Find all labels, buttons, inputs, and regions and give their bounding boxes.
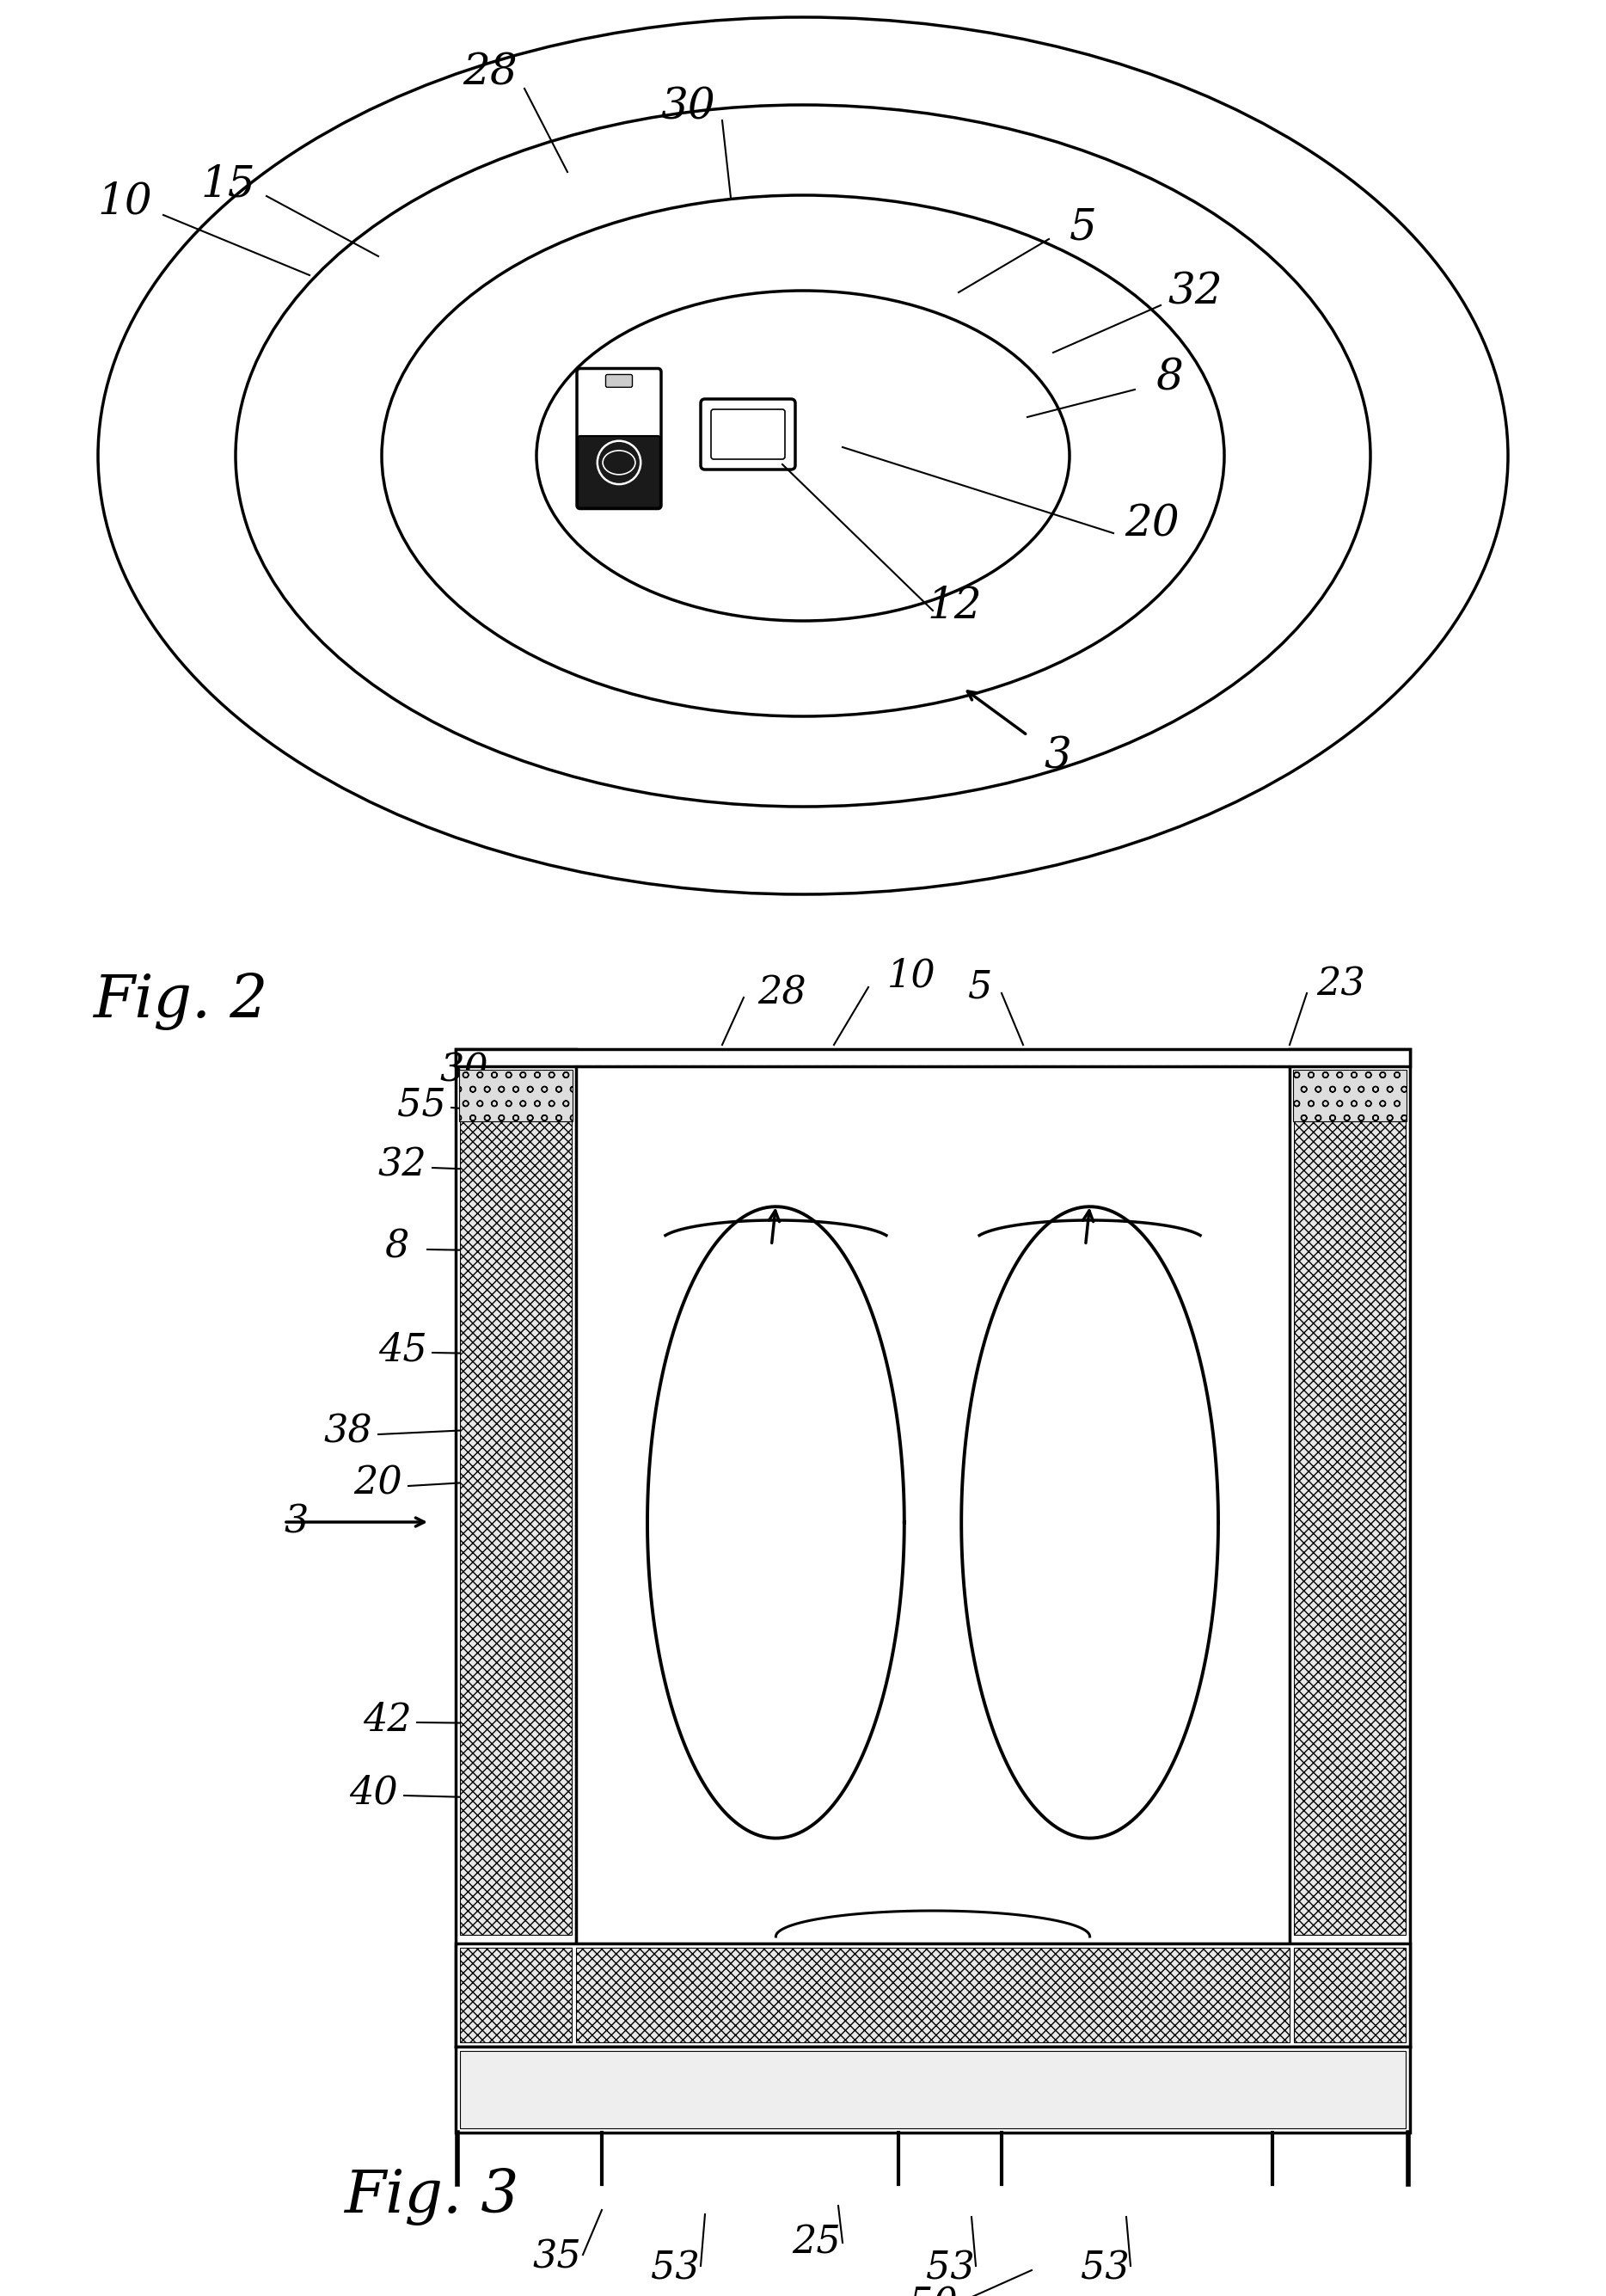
Text: 30: 30 <box>440 1052 488 1088</box>
Text: 53: 53 <box>650 2250 699 2287</box>
Text: 32: 32 <box>1168 271 1222 315</box>
Bar <box>459 1084 572 1936</box>
Text: 5: 5 <box>1070 207 1097 250</box>
Text: 50: 50 <box>909 2287 957 2296</box>
Text: Fig. 3: Fig. 3 <box>344 2167 519 2225</box>
Text: 28: 28 <box>463 53 517 94</box>
Text: 5: 5 <box>968 969 993 1006</box>
FancyBboxPatch shape <box>577 367 662 510</box>
Bar <box>456 2046 1410 2133</box>
Text: 10: 10 <box>887 957 936 994</box>
Text: 10: 10 <box>98 181 153 223</box>
Bar <box>456 1942 1410 2046</box>
Text: 53: 53 <box>1081 2250 1129 2287</box>
Text: 40: 40 <box>350 1775 398 1812</box>
Text: 3: 3 <box>1044 735 1071 778</box>
Text: 32: 32 <box>377 1146 427 1185</box>
Bar <box>459 2050 1405 2128</box>
Bar <box>459 1947 572 2043</box>
Text: 35: 35 <box>533 2239 581 2275</box>
Text: 20: 20 <box>1124 503 1179 546</box>
Text: 28: 28 <box>758 974 806 1013</box>
Bar <box>456 1049 577 2046</box>
Text: Fig. 2: Fig. 2 <box>93 974 268 1031</box>
FancyBboxPatch shape <box>578 436 660 507</box>
Text: 53: 53 <box>925 2250 975 2287</box>
Text: 30: 30 <box>660 87 715 129</box>
Text: 8: 8 <box>385 1228 410 1265</box>
Text: 15: 15 <box>201 163 255 207</box>
Text: 25: 25 <box>792 2225 842 2262</box>
Text: 45: 45 <box>377 1332 427 1368</box>
Text: 23: 23 <box>1317 967 1365 1003</box>
Bar <box>1294 1084 1405 1936</box>
FancyBboxPatch shape <box>711 409 785 459</box>
Text: 3: 3 <box>284 1504 308 1541</box>
Bar <box>459 1070 573 1120</box>
Bar <box>1294 1947 1405 2043</box>
Bar <box>456 1049 1410 1065</box>
Bar <box>577 1947 1290 2043</box>
Bar <box>1290 1049 1410 2046</box>
Text: 12: 12 <box>927 585 981 627</box>
FancyBboxPatch shape <box>700 400 795 468</box>
Text: 8: 8 <box>1156 358 1184 400</box>
Bar <box>1293 1070 1407 1120</box>
Text: 38: 38 <box>324 1414 373 1451</box>
Text: 42: 42 <box>363 1701 411 1738</box>
Text: 20: 20 <box>353 1465 403 1502</box>
Text: 55: 55 <box>397 1086 446 1123</box>
FancyBboxPatch shape <box>605 374 633 388</box>
